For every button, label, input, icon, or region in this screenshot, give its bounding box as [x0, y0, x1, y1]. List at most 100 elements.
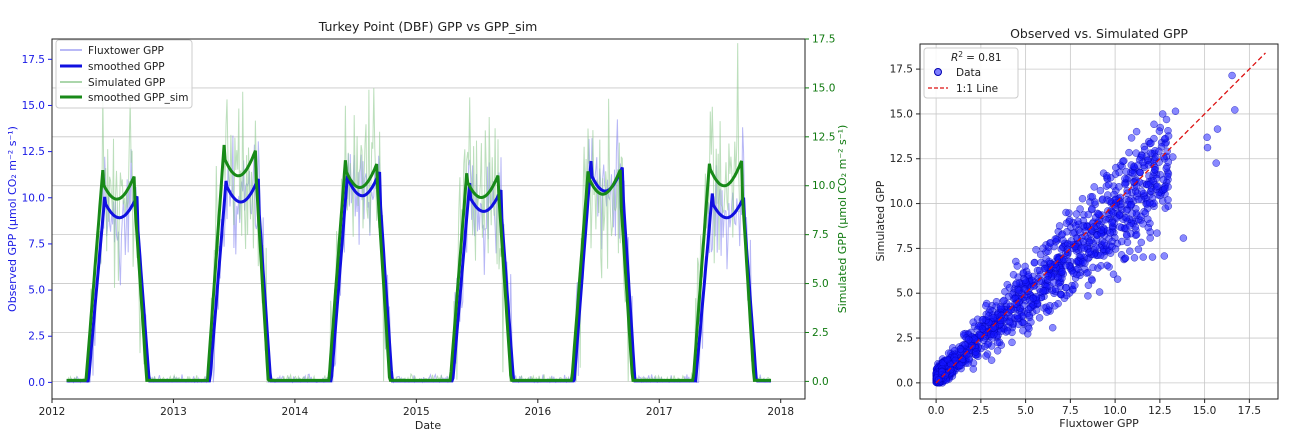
- r2-symbol: R: [951, 52, 958, 64]
- left-y-tick-label: 2.5: [28, 331, 45, 343]
- data-point: [1029, 294, 1037, 303]
- legend-label-identity: 1:1 Line: [956, 83, 998, 95]
- data-point: [1069, 269, 1078, 278]
- data-point: [1096, 251, 1105, 260]
- data-point: [1109, 270, 1118, 279]
- y-tick-label: 5.0: [896, 288, 913, 300]
- right-y-tick-label: 12.5: [812, 131, 835, 143]
- data-point: [1122, 214, 1131, 222]
- y-tick-label: 12.5: [890, 153, 913, 165]
- data-point: [1077, 251, 1085, 260]
- data-point: [1139, 220, 1147, 228]
- x-tick-label: 2.5: [973, 405, 990, 417]
- right-y-tick-label: 10.0: [812, 180, 835, 192]
- data-point: [1001, 287, 1009, 296]
- data-point: [1007, 305, 1016, 314]
- data-point: [1063, 245, 1072, 254]
- data-point: [1030, 259, 1039, 267]
- data-point: [972, 348, 980, 356]
- data-point: [987, 356, 996, 364]
- data-point: [1008, 338, 1016, 347]
- data-point: [1171, 107, 1180, 116]
- data-point: [1213, 125, 1222, 133]
- data-point: [1144, 181, 1153, 189]
- y-tick-label: 0.0: [896, 377, 913, 389]
- x-tick-label: 2015: [403, 406, 430, 418]
- x-tick-label: 2012: [39, 406, 66, 418]
- legend-swatch-data: [934, 68, 942, 76]
- data-point: [1203, 143, 1212, 152]
- data-point: [1079, 222, 1087, 230]
- fluxtower-gpp-line: [66, 119, 772, 384]
- data-point: [1151, 165, 1159, 174]
- data-point: [992, 297, 1001, 306]
- x-tick-label: 2017: [646, 406, 673, 418]
- data-point: [1109, 209, 1117, 217]
- right-chart-title: Observed vs. Simulated GPP: [1010, 26, 1188, 41]
- right-y-tick-label: 15.0: [812, 82, 835, 94]
- data-point: [1122, 167, 1130, 176]
- data-point: [1088, 205, 1096, 213]
- x-tick-label: 2014: [282, 406, 309, 418]
- data-point: [1005, 317, 1014, 326]
- left-legend: Fluxtower GPP smoothed GPP Simulated GPP…: [55, 39, 193, 109]
- scatter-chart: Observed vs. Simulated GPP 0.0 2.5 5.0 7.5 1…: [874, 26, 1279, 430]
- data-point: [1137, 238, 1146, 247]
- data-point: [1088, 276, 1096, 285]
- data-point: [1084, 292, 1092, 300]
- data-point: [1039, 287, 1048, 295]
- data-point: [1121, 254, 1130, 262]
- data-point: [1101, 215, 1110, 224]
- data-point: [1046, 259, 1055, 268]
- scatter-y-ticks: 0.0 2.5 5.0 7.5 10.0 12.5 15.0 17.5: [890, 64, 920, 389]
- data-point: [1164, 126, 1172, 135]
- data-point: [1051, 285, 1060, 293]
- data-point: [1048, 323, 1057, 332]
- data-point: [1020, 301, 1028, 310]
- scatter-x-axis-label: Fluxtower GPP: [1059, 417, 1139, 430]
- data-point: [1164, 202, 1173, 210]
- data-point: [989, 314, 997, 322]
- data-point: [1112, 163, 1120, 172]
- data-point: [1115, 211, 1124, 219]
- data-point: [1094, 210, 1103, 218]
- x-tick-label: 2018: [767, 406, 794, 418]
- data-point: [1121, 180, 1129, 189]
- data-point: [1074, 217, 1082, 226]
- x-tick-label: 17.5: [1238, 405, 1261, 417]
- smooth-series-group: [66, 144, 771, 383]
- right-y-tick-label: 2.5: [812, 327, 829, 339]
- data-point: [1046, 301, 1054, 310]
- data-point: [1096, 186, 1105, 195]
- data-point: [1126, 222, 1134, 230]
- data-point: [1127, 200, 1136, 209]
- data-point: [1085, 238, 1094, 247]
- data-point: [1132, 127, 1141, 136]
- y-tick-label: 15.0: [890, 108, 913, 120]
- data-point: [1059, 236, 1067, 245]
- data-point: [1076, 228, 1084, 236]
- data-point: [969, 318, 977, 326]
- data-point: [1089, 263, 1097, 272]
- data-point: [1054, 273, 1062, 282]
- data-point: [1055, 222, 1064, 230]
- data-point: [993, 347, 1002, 355]
- data-point: [943, 355, 952, 364]
- left-y-ticks: 0.0 2.5 5.0 7.5 10.0 12.5 15.0 17.5: [22, 54, 52, 389]
- data-point: [1116, 223, 1124, 231]
- data-point: [1155, 147, 1163, 155]
- data-point: [1012, 300, 1021, 308]
- data-point: [1097, 226, 1106, 234]
- data-point: [1147, 139, 1155, 147]
- data-point: [1062, 283, 1070, 292]
- data-point: [1071, 281, 1079, 290]
- data-point: [1161, 134, 1170, 143]
- right-y-tick-label: 0.0: [812, 376, 829, 388]
- data-point: [1105, 263, 1113, 271]
- data-point: [1159, 175, 1168, 184]
- scatter-legend: R2 = 0.81 Data 1:1 Line: [923, 47, 1019, 99]
- left-y-tick-label: 0.0: [28, 377, 45, 389]
- smoothed-gpp-sim-line: [66, 144, 771, 382]
- data-point: [1103, 171, 1111, 180]
- left-y-tick-label: 7.5: [28, 238, 45, 250]
